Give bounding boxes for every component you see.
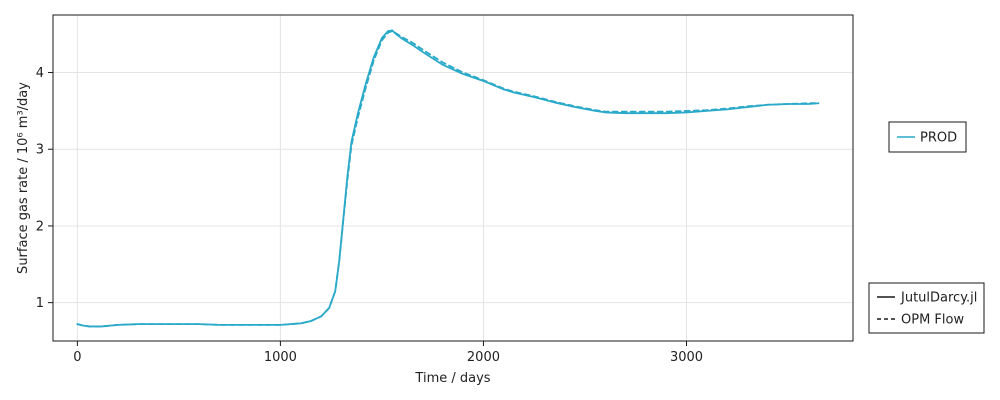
legend-wells: PROD [888, 121, 967, 153]
series-line-prod-opmflow [76, 30, 820, 328]
x-tick-label: 3000 [670, 350, 703, 365]
y-tick-label: 3 [36, 143, 44, 158]
plot-area-frame [52, 14, 854, 342]
grid-layer [53, 15, 853, 341]
legend-sources-box [868, 282, 985, 334]
x-tick-label: 2000 [467, 350, 500, 365]
x-axis-label: Time / days [414, 371, 490, 386]
series-line-prod-jutuldarcy [76, 29, 820, 328]
y-tick-label: 1 [36, 296, 44, 311]
tick-layer: 0 1000 2000 3000 1 2 3 4 [36, 66, 703, 365]
y-axis-label: Surface gas rate / 10⁶ m³/day [16, 82, 31, 274]
y-tick-label: 2 [36, 219, 44, 234]
x-tick-label: 0 [73, 350, 81, 365]
legend-prod-label: PROD [920, 131, 957, 146]
series-layer [76, 29, 820, 328]
legend-opmflow-label: OPM Flow [901, 313, 964, 328]
legend-sources: JutulDarcy.jl OPM Flow [868, 282, 985, 334]
legend-jutuldarcy-label: JutulDarcy.jl [900, 291, 977, 306]
y-tick-label: 4 [36, 66, 44, 81]
x-tick-label: 1000 [264, 350, 297, 365]
